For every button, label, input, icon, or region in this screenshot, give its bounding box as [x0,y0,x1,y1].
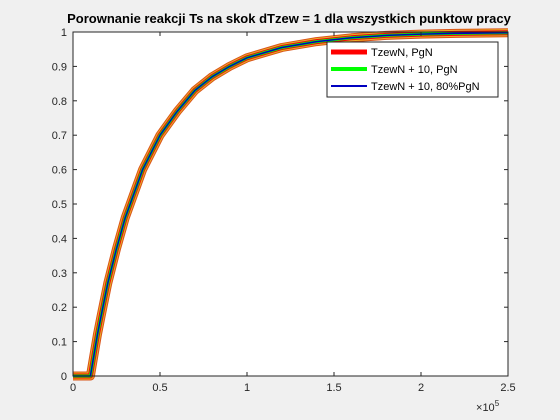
y-tick-label: 1 [61,27,67,39]
x-exponent-power: 5 [495,399,500,408]
x-tick-label: 0 [70,382,76,394]
x-exponent-base: 10 [482,402,494,414]
y-tick-label: 0.5 [52,199,67,211]
y-tick-label: 0.3 [52,268,67,280]
x-tick-label: 1 [244,382,250,394]
y-tick-label: 0.2 [52,302,67,314]
x-exponent-multiplier: ×105 [476,399,500,414]
y-tick-label: 0.8 [52,96,67,108]
y-tick-label: 0.7 [52,130,67,142]
y-tick-label: 0.4 [52,233,67,245]
x-tick-label: 2 [418,382,424,394]
legend: TzewN, PgN TzewN + 10, PgN TzewN + 10, 80%… [326,41,499,98]
y-tick-label: 0.6 [52,165,67,177]
x-tick-label: 2.5 [500,382,515,394]
legend-label-2: TzewN + 10, 80%PgN [371,81,480,93]
y-tick-label: 0 [61,371,67,383]
y-tick-label: 0.1 [52,337,67,349]
legend-label-0: TzewN, PgN [371,47,433,59]
ticks-layer: 0 0.5 1 1.5 2 2.5 0 0.1 0.2 0.3 0.4 0.5 0.6 0.7 0.8 0.9… [52,27,516,394]
x-tick-label: 0.5 [152,382,167,394]
x-tick-label: 1.5 [326,382,341,394]
legend-label-1: TzewN + 10, PgN [371,64,458,76]
y-tick-label: 0.9 [52,61,67,73]
series-layer [73,28,509,381]
series-line-2 [73,31,509,377]
chart-title: Porownanie reakcji Ts na skok dTzew = 1 … [67,11,511,26]
